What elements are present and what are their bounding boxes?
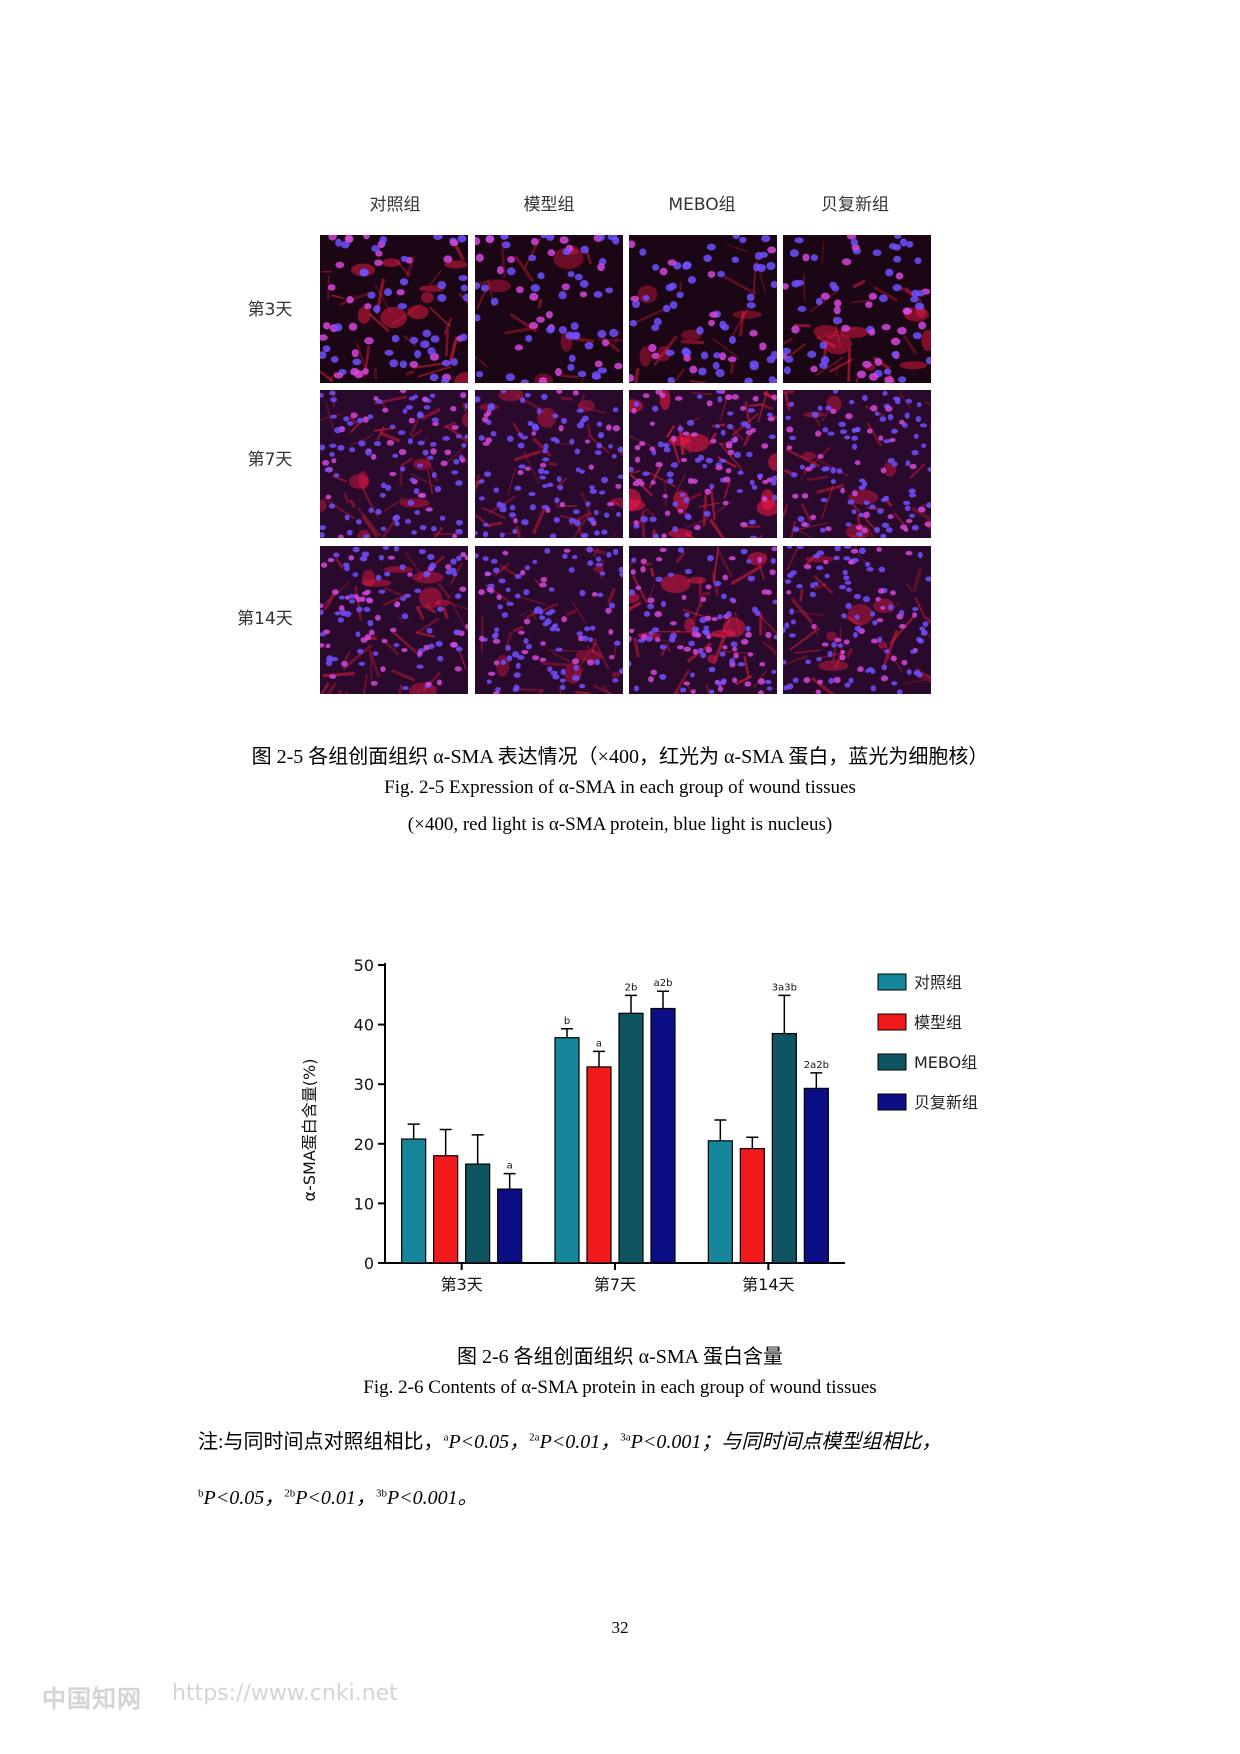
error-bar	[625, 994, 637, 1014]
legend-label: 贝复新组	[914, 1093, 978, 1112]
note-p-a: P<0.05，	[448, 1431, 530, 1453]
bar	[554, 1037, 580, 1264]
note-sup-3a: 3a	[620, 1431, 631, 1444]
note-p-3a: P<0.001；与同时间点模型组相比，	[630, 1431, 942, 1453]
bar	[771, 1032, 797, 1264]
legend-swatch	[877, 1093, 907, 1111]
micrograph-panel	[320, 235, 468, 383]
significance-label: 2b	[625, 982, 638, 993]
y-tick-label: 50	[354, 956, 374, 975]
x-tick-label: 第7天	[594, 1275, 636, 1294]
row-label-day7: 第7天	[247, 450, 293, 470]
column-label-beifuxin: 贝复新组	[821, 195, 889, 215]
legend-swatch	[877, 973, 907, 991]
micrograph-panel	[629, 546, 777, 694]
bar	[707, 1140, 733, 1264]
micrograph-panel	[475, 235, 623, 383]
legend-label: 模型组	[914, 1013, 962, 1032]
cnki-watermark-logo: 中国知网	[42, 1685, 142, 1713]
note-p-2a: P<0.01，	[539, 1431, 621, 1453]
micrograph-panel	[320, 390, 468, 538]
micrograph-panel	[783, 235, 931, 383]
figure-2-5-caption-en-line2: (×400, red light is α-SMA protein, blue …	[407, 814, 833, 835]
bar	[433, 1155, 459, 1264]
bar	[497, 1188, 523, 1264]
error-bar	[503, 1172, 516, 1190]
error-bar	[471, 1134, 484, 1165]
micrograph-panel	[475, 546, 623, 694]
note-sup-3b: 3b	[375, 1487, 387, 1500]
y-tick-label: 30	[354, 1075, 374, 1094]
micrograph-panel	[629, 390, 777, 538]
significance-label: 3a3b	[772, 982, 797, 993]
micrograph-panel	[783, 546, 931, 694]
figure-2-5-caption-en-line1: Fig. 2-5 Expression of α-SMA in each gro…	[384, 777, 856, 798]
significance-label: 2a2b	[804, 1060, 829, 1071]
significance-note-line1: 注:与同时间点对照组相比，aP<0.05，2aP<0.01，3aP<0.001；…	[198, 1432, 941, 1452]
micrograph-panel	[320, 546, 468, 694]
page-number: 32	[611, 1618, 629, 1637]
y-axis-label: α-SMA蛋白含量(%)	[300, 1059, 319, 1202]
x-tick-label: 第3天	[441, 1275, 483, 1294]
error-bar	[810, 1072, 823, 1089]
x-axis: 第3天 第7天 第14天	[385, 1262, 845, 1294]
note-sup-2a: 2a	[529, 1431, 540, 1444]
note-p-b: P<0.05，	[203, 1487, 285, 1509]
note-p-3b: P<0.001。	[386, 1487, 478, 1509]
error-bar	[778, 994, 791, 1034]
legend-label: MEBO组	[914, 1053, 977, 1072]
error-bar	[593, 1050, 605, 1067]
legend-label: 对照组	[914, 973, 962, 992]
significance-label: a2b	[654, 978, 673, 989]
figure-2-6-caption-zh: 图 2-6 各组创面组织 α-SMA 蛋白含量	[456, 1346, 784, 1368]
x-tick-label: 第14天	[742, 1275, 794, 1294]
error-bar	[657, 990, 669, 1009]
note-sup-b: b	[198, 1487, 204, 1500]
note-p-2b: P<0.01，	[295, 1487, 376, 1509]
error-bar	[407, 1123, 420, 1140]
significance-label: b	[564, 1016, 570, 1027]
y-tick-label: 0	[364, 1254, 374, 1273]
y-axis: 0 10 20 30 40 50	[354, 956, 386, 1273]
significance-label: a	[507, 1161, 513, 1172]
bar	[465, 1163, 491, 1264]
error-bar	[439, 1128, 452, 1156]
error-bar	[746, 1136, 759, 1149]
figure-2-5-caption-zh: 图 2-5 各组创面组织 α-SMA 表达情况（×400，红光为 α-SMA 蛋…	[251, 746, 989, 768]
legend-swatch	[877, 1053, 907, 1071]
row-label-day3: 第3天	[247, 300, 293, 320]
note-sup-2b: 2b	[284, 1487, 296, 1500]
micrograph-panel	[475, 390, 623, 538]
note-prefix: 注:与同时间点对照组相比，	[198, 1431, 444, 1453]
column-label-control: 对照组	[369, 195, 421, 215]
micrograph-panel	[783, 390, 931, 538]
micrograph-panel	[629, 235, 777, 383]
bar	[739, 1147, 765, 1264]
bar	[618, 1012, 644, 1264]
legend-swatch	[877, 1013, 907, 1031]
significance-note-line2: bP<0.05，2bP<0.01，3bP<0.001。	[198, 1488, 478, 1508]
column-label-mebo: MEBO组	[668, 195, 736, 215]
error-bar	[714, 1119, 727, 1141]
bar	[803, 1087, 829, 1264]
row-label-day14: 第14天	[237, 609, 293, 629]
figure-2-6-caption-en: Fig. 2-6 Contents of α-SMA protein in ea…	[363, 1377, 877, 1398]
significance-label: a	[596, 1038, 602, 1049]
bar	[650, 1007, 676, 1264]
bar	[401, 1138, 427, 1264]
bar	[586, 1066, 612, 1264]
error-bar	[561, 1028, 573, 1038]
y-tick-label: 40	[354, 1016, 374, 1035]
y-tick-label: 10	[354, 1194, 374, 1213]
y-tick-label: 20	[354, 1135, 374, 1154]
column-label-model: 模型组	[523, 195, 575, 215]
cnki-watermark-url: https://www.cnki.net	[172, 1681, 398, 1706]
note-sup-a: a	[443, 1431, 449, 1444]
